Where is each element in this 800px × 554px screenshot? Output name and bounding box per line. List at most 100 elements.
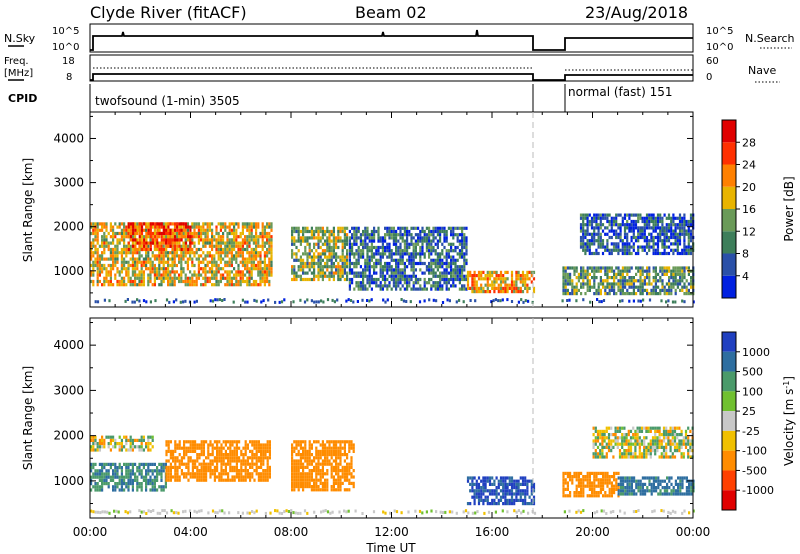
echo-cell: [379, 255, 382, 259]
echo-cell: [187, 465, 190, 469]
echo-cell: [302, 233, 305, 237]
echo-cell: [295, 465, 298, 469]
echo-cell: [257, 449, 260, 453]
echo-cell: [308, 249, 311, 253]
echo-cell: [665, 272, 668, 276]
echo-cell: [339, 255, 342, 259]
echo-cell: [690, 285, 693, 289]
echo-cell: [679, 266, 682, 270]
echo-cell: [406, 233, 409, 237]
echo-cell: [94, 435, 97, 439]
echo-cell: [604, 266, 607, 270]
echo-cell: [187, 235, 190, 239]
echo-cell: [341, 226, 344, 230]
echo-cell: [661, 245, 664, 249]
echo-cell: [368, 236, 371, 240]
echo-cell: [381, 274, 384, 278]
echo-cell: [184, 276, 187, 280]
echo-cell: [313, 277, 316, 282]
echo-cell: [158, 485, 161, 489]
echo-cell: [517, 270, 520, 274]
echo-cell: [379, 236, 382, 240]
echo-cell: [359, 274, 362, 278]
echo-cell: [328, 233, 331, 237]
echo-cell: [654, 288, 657, 292]
echo-cell: [193, 251, 196, 255]
echo-cell: [615, 219, 618, 224]
echo-cell: [242, 456, 245, 460]
echo-cell: [299, 475, 302, 479]
echo-cell: [445, 284, 448, 288]
echo-cell: [151, 267, 154, 271]
echo-cell: [681, 226, 684, 230]
echo-cell: [593, 276, 596, 280]
echo-cell: [112, 472, 115, 476]
echo-cell: [674, 229, 677, 233]
echo-cell: [94, 448, 97, 452]
echo-cell: [335, 446, 338, 450]
echo-cell: [668, 279, 671, 283]
echo-cell: [390, 233, 393, 237]
echo-cell: [237, 270, 240, 274]
echo-cell: [175, 263, 178, 268]
echo-cell: [648, 216, 651, 220]
echo-cell: [351, 261, 354, 266]
echo-cell: [678, 232, 682, 236]
echo-cell: [98, 462, 101, 466]
echo-cell: [461, 277, 464, 282]
echo-cell: [299, 236, 302, 240]
echo-cell: [134, 257, 137, 261]
echo-cell: [233, 478, 236, 482]
echo-cell: [299, 459, 302, 463]
echo-cell: [293, 258, 296, 262]
echo-cell: [532, 277, 536, 281]
echo-cell: [610, 216, 613, 220]
echo-cell: [134, 228, 137, 232]
echo-cell: [628, 226, 631, 230]
ground-scatter-cell: [660, 299, 663, 303]
echo-cell: [197, 238, 200, 242]
echo-cell: [218, 459, 221, 463]
echo-cell: [434, 242, 437, 246]
echo-cell: [189, 276, 192, 280]
echo-cell: [513, 290, 516, 294]
echo-cell: [304, 481, 307, 485]
echo-cell: [208, 267, 211, 271]
ground-scatter-cell: [313, 300, 316, 304]
echo-cell: [665, 245, 668, 249]
echo-cell: [217, 244, 220, 248]
echo-cell: [118, 488, 121, 492]
echo-cell: [216, 465, 219, 469]
echo-cell: [580, 292, 583, 296]
echo-cell: [599, 219, 602, 224]
echo-cell: [670, 232, 673, 236]
echo-cell: [346, 239, 349, 243]
echo-cell: [116, 251, 119, 255]
echo-cell: [450, 274, 453, 278]
echo-cell: [120, 475, 123, 479]
echo-cell: [580, 276, 583, 280]
echo-cell: [599, 216, 602, 220]
echo-cell: [151, 238, 155, 242]
echo-cell: [222, 453, 225, 457]
echo-cell: [423, 284, 426, 288]
echo-cell: [308, 478, 311, 482]
echo-cell: [156, 225, 159, 229]
echo-cell: [216, 459, 219, 463]
echo-cell: [208, 244, 211, 248]
echo-cell: [226, 225, 229, 229]
echo-cell: [665, 282, 668, 286]
echo-cell: [260, 453, 263, 457]
echo-cell: [659, 276, 662, 280]
echo-cell: [471, 274, 474, 278]
echo-cell: [362, 268, 365, 272]
echo-cell: [386, 229, 389, 234]
echo-cell: [120, 482, 123, 486]
echo-cell: [353, 255, 356, 259]
echo-cell: [270, 241, 273, 245]
echo-cell: [499, 274, 503, 278]
echo-cell: [335, 443, 338, 447]
echo-cell: [506, 270, 509, 274]
echo-cell: [193, 273, 196, 277]
echo-cell: [353, 239, 356, 243]
